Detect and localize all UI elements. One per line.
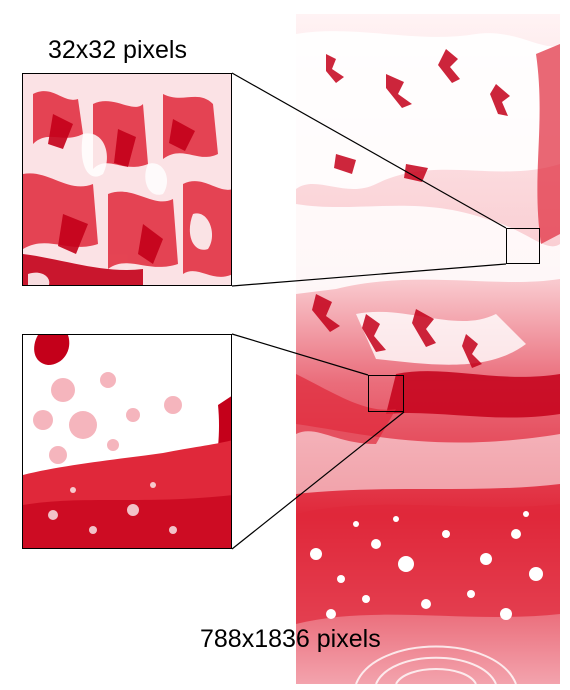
full-image-strip <box>296 14 560 684</box>
marker-box-top <box>506 228 540 264</box>
inset-bottom-patch <box>22 334 232 549</box>
marker-box-bottom <box>368 375 404 412</box>
label-patch-size: 32x32 pixels <box>48 36 187 64</box>
inset-top-patch <box>22 73 232 286</box>
label-image-size: 788x1836 pixels <box>200 625 381 653</box>
